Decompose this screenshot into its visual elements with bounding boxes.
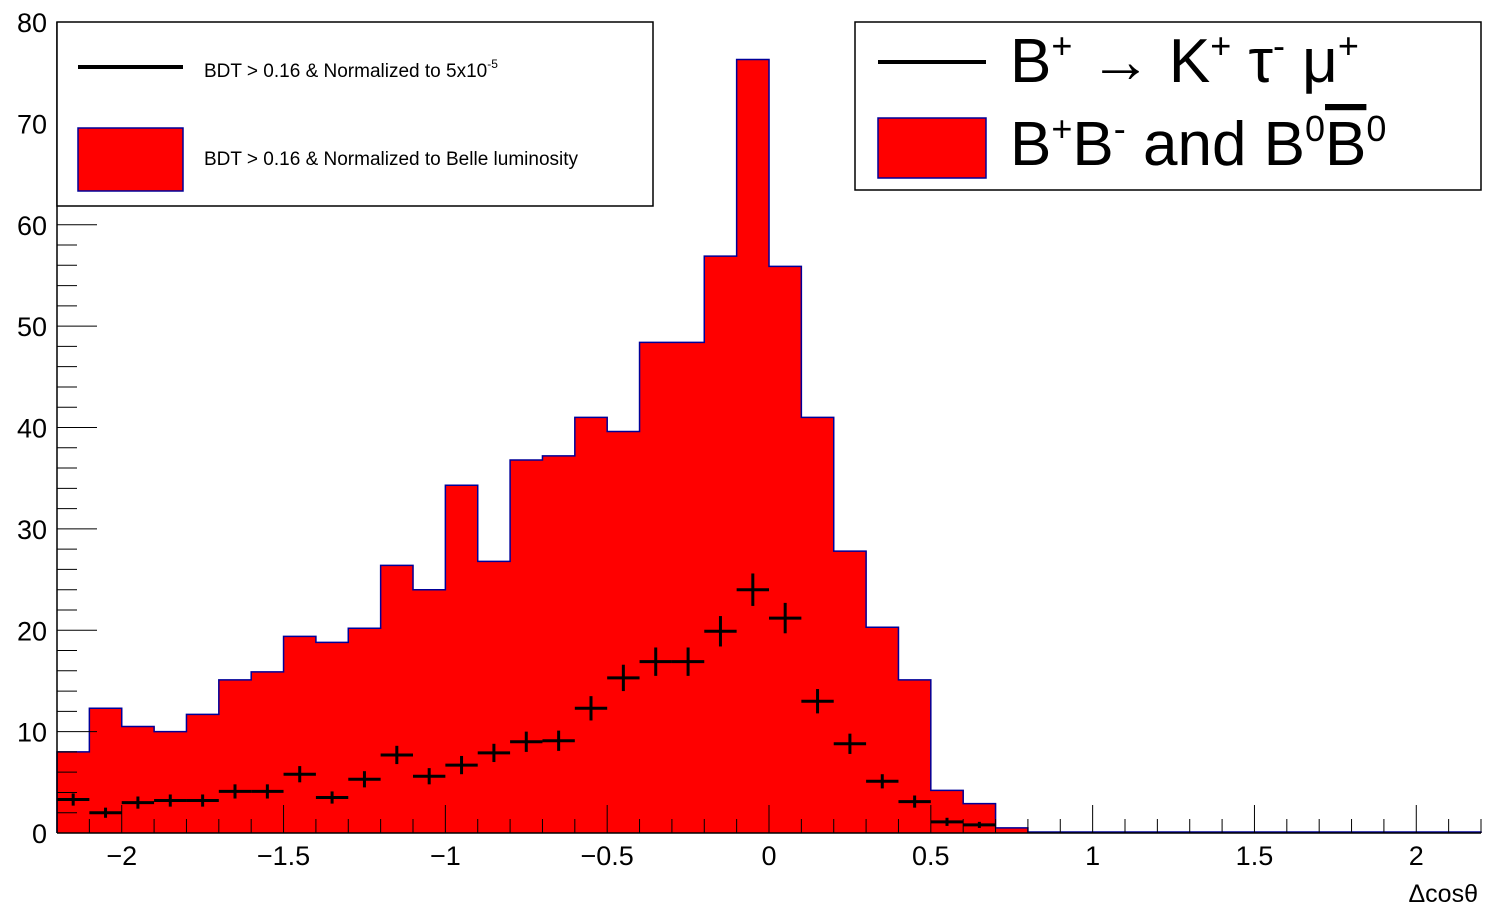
data-point (833, 733, 867, 754)
data-point (866, 774, 899, 789)
legend-box-symbol (77, 127, 184, 192)
histogram-bar (348, 628, 382, 833)
y-tick-label: 20 (17, 616, 47, 646)
y-tick-label: 60 (17, 211, 47, 241)
legend-right-label-2: B+​B-​ and B0​B0​ (1010, 108, 1386, 179)
y-tick-label: 70 (17, 109, 47, 139)
data-point (413, 768, 446, 785)
axes-layer: 0 10 20 30 40 50 60 70 80 −2 −1.5 −1 −0.5 0 0.5 1 1.5 2 (17, 8, 1482, 871)
data-point (510, 731, 543, 752)
data-point (930, 817, 964, 826)
histogram-bar (251, 671, 285, 833)
histogram-bar (510, 459, 544, 833)
data-point (218, 784, 252, 799)
data-point (898, 795, 931, 808)
data-point (57, 793, 90, 806)
x-tick-label: −0.5 (581, 841, 634, 871)
x-tick-label: 1.5 (1236, 841, 1274, 871)
data-point (445, 755, 478, 775)
x-tick-label: −1.5 (257, 841, 310, 871)
histogram-bar (218, 679, 252, 833)
data-point (89, 807, 122, 818)
histogram-bar (866, 627, 900, 833)
x-axis-title: Δcosθ (1408, 880, 1478, 906)
data-point (348, 771, 381, 788)
data-point (121, 796, 155, 809)
data-point (251, 784, 284, 799)
x-tick-label: 0.5 (912, 841, 950, 871)
y-tick-label: 30 (17, 515, 47, 545)
data-point (574, 696, 608, 721)
histogram-bar (607, 431, 641, 833)
data-point (639, 647, 672, 676)
data-point (671, 647, 705, 676)
histogram-bar (445, 485, 479, 833)
data-point (186, 794, 219, 807)
y-tick-label: 10 (17, 718, 47, 748)
x-tick-label: 0 (761, 841, 776, 871)
histogram-bar (574, 417, 608, 833)
histogram-bar (477, 561, 511, 833)
histogram-bar (380, 565, 414, 833)
histogram-bar (186, 714, 220, 833)
x-tick-label: −1 (430, 841, 461, 871)
histogram-bar (801, 417, 835, 833)
legend-right-label-1: B+​ → K+​ τ-​ μ+​ (1010, 25, 1359, 96)
data-point (704, 616, 737, 647)
data-point (380, 745, 413, 765)
y-tick-label: 40 (17, 414, 47, 444)
histogram-bar (154, 731, 188, 833)
data-point (963, 821, 996, 828)
legend-right: B+​ → K+​ τ-​ μ+​ B+​B-​ and B0​B0​ (854, 21, 1482, 191)
data-point (154, 794, 187, 807)
histogram-bar (121, 726, 155, 833)
x-tick-label: 2 (1409, 841, 1424, 871)
histogram-bar (769, 266, 802, 834)
data-point (283, 766, 316, 783)
legend-left-label-1: BDT > 0.16 & Normalized to 5x10-5 (204, 57, 498, 82)
legend-left: BDT > 0.16 & Normalized to 5x10-5 BDT > 0… (56, 21, 654, 207)
data-point (801, 689, 834, 714)
data-point (736, 573, 769, 606)
histogram-bar (671, 342, 705, 833)
histogram-bar (736, 59, 770, 834)
background-histogram-layer (56, 58, 1482, 834)
y-tick-label: 80 (17, 8, 47, 38)
data-point (315, 791, 349, 804)
y-tick-label: 50 (17, 312, 47, 342)
x-tick-label: 1 (1085, 841, 1100, 871)
histogram-bar (315, 642, 349, 833)
histogram-bar (704, 256, 738, 833)
x-tick-label: −2 (106, 841, 137, 871)
signal-points-layer (57, 573, 996, 828)
legend-left-label-2: BDT > 0.16 & Normalized to Belle luminos… (204, 149, 579, 170)
histogram-bar (963, 803, 997, 833)
legend-box-symbol (877, 117, 987, 179)
histogram-bar (639, 342, 673, 833)
data-point (542, 730, 575, 751)
histogram-bar (413, 589, 446, 833)
histogram-bar (833, 551, 867, 833)
data-point (607, 664, 640, 692)
histogram-outline (56, 58, 1482, 833)
histogram-bar (542, 455, 576, 833)
histogram-bar (898, 679, 932, 833)
histogram-bar (930, 790, 964, 833)
data-point (769, 602, 802, 634)
histogram-bar (995, 827, 1029, 833)
histogram-bar (283, 636, 317, 833)
data-point (477, 743, 511, 763)
y-tick-label: 0 (32, 819, 47, 849)
